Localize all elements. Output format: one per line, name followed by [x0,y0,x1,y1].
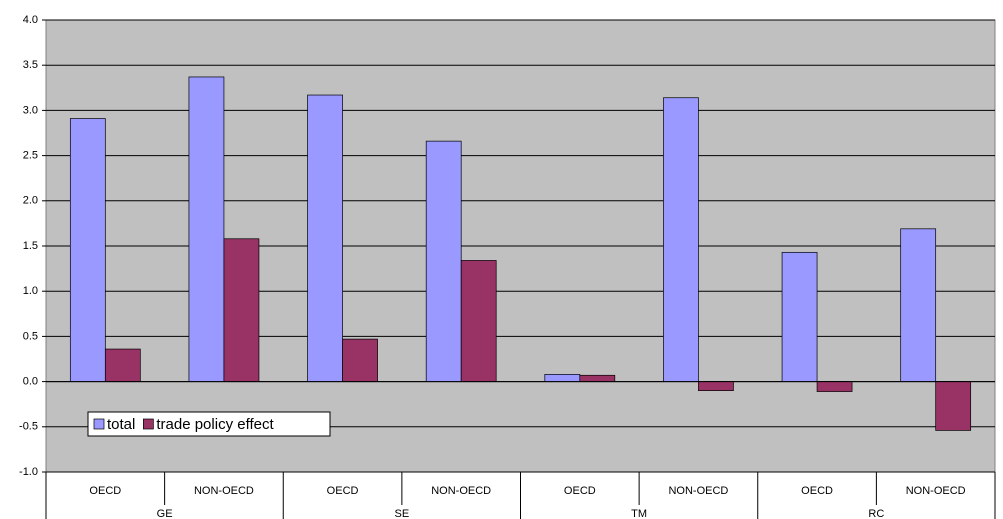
y-tick-label: 4.0 [23,14,38,26]
bar [816,381,853,392]
bar [188,76,225,382]
legend-swatch [143,418,154,430]
y-tick-label: 1.0 [23,285,38,297]
group-label: RC [868,508,884,519]
bar [900,228,937,382]
legend-label: trade policy effect [156,416,274,433]
x-tick-label: NON-OECD [668,485,728,497]
y-tick-label: -1.0 [19,466,38,478]
y-tick-label: 2.5 [23,150,38,162]
bar [342,338,378,382]
y-tick-label: -0.5 [19,421,38,433]
group-label: TM [631,508,647,519]
x-tick-label: OECD [327,485,359,497]
bar [781,251,818,382]
y-tick-label: 2.0 [23,195,38,207]
x-tick-label: NON-OECD [194,485,254,497]
bar [579,374,616,382]
bar [104,348,141,382]
legend-swatch [93,418,105,430]
y-tick-label: 0.0 [23,376,38,388]
x-tick-label: NON-OECD [906,485,966,497]
x-tick-label: OECD [564,485,596,497]
y-tick-label: 0.5 [23,330,38,342]
bar [698,381,734,391]
bar [69,118,106,382]
bar [460,260,497,382]
bar [663,97,699,382]
x-tick-label: OECD [89,485,121,497]
bar [935,381,972,431]
y-tick-label: 3.0 [23,104,38,116]
y-tick-label: 1.5 [23,240,38,252]
bar [544,374,581,382]
group-label: SE [395,508,410,519]
bar [223,238,260,382]
bar [307,94,343,382]
legend-box [87,411,331,437]
legend-label: total [107,416,135,433]
bar [425,140,462,382]
y-tick-label: 3.5 [23,59,38,71]
x-tick-label: NON-OECD [431,485,491,497]
group-label: GE [157,508,173,519]
x-tick-label: OECD [801,485,833,497]
